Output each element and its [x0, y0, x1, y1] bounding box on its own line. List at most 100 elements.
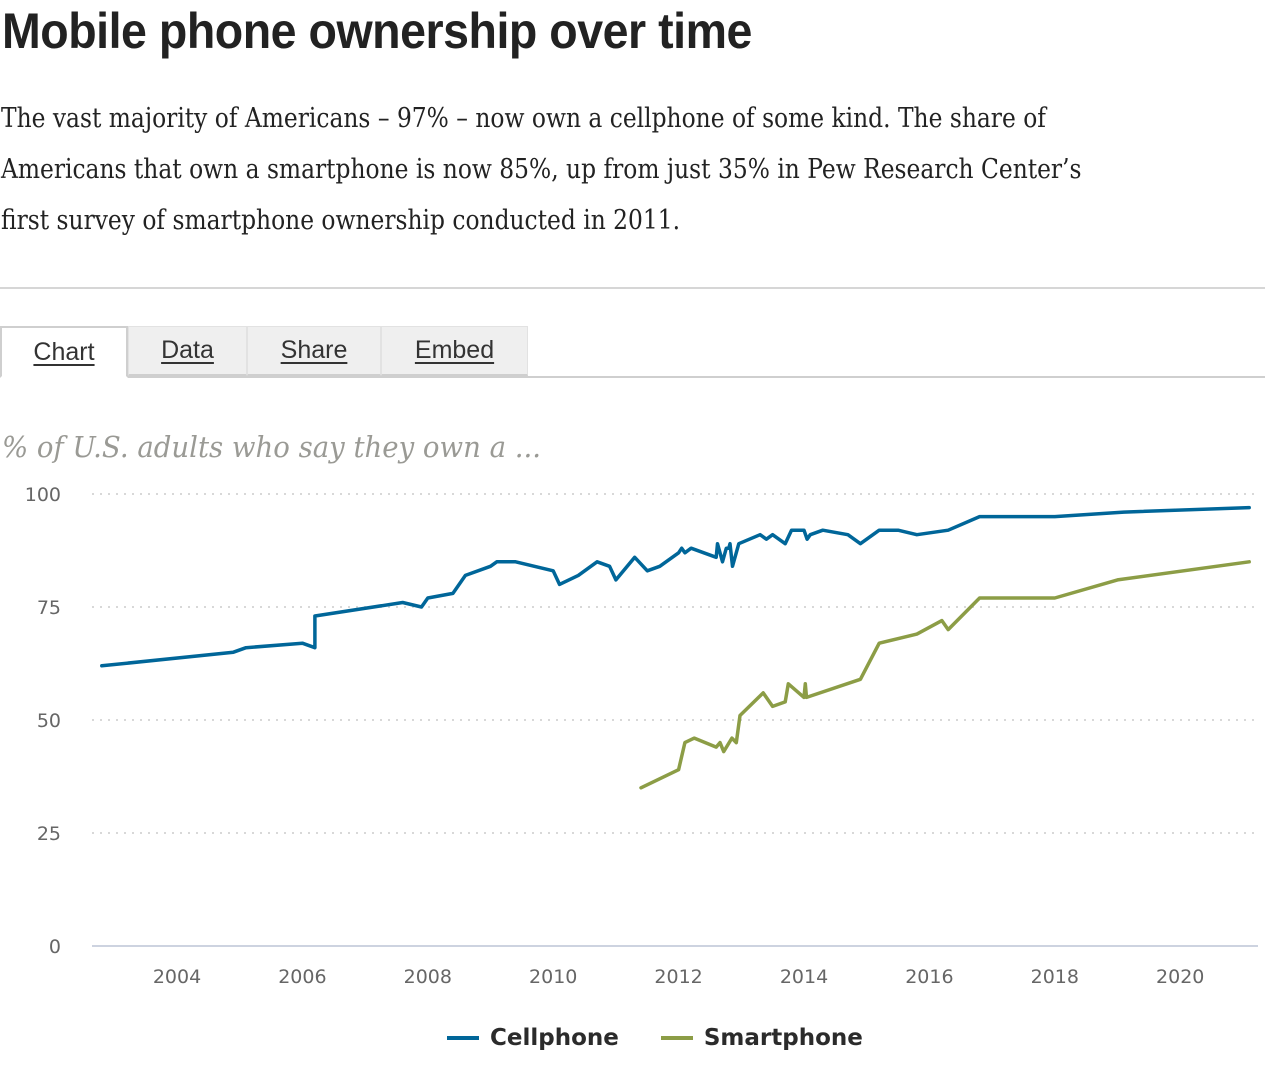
data-point-cellphone[interactable]	[854, 538, 866, 550]
tab-data[interactable]: Data	[128, 326, 247, 376]
x-tick-label: 2006	[278, 966, 326, 988]
y-tick-label: 75	[37, 597, 61, 619]
page-title: Mobile phone ownership over time	[2, 3, 752, 59]
y-axis: 0 25 50 75 100	[25, 484, 61, 958]
x-tick-label: 2004	[153, 966, 201, 988]
data-point-cellphone[interactable]	[240, 642, 252, 654]
data-point-cellphone[interactable]	[974, 511, 986, 523]
data-point-cellphone[interactable]	[892, 524, 904, 536]
data-point-smartphone[interactable]	[799, 678, 811, 690]
data-point-cellphone[interactable]	[610, 574, 622, 586]
legend-item-cellphone: Cellphone	[447, 1025, 619, 1051]
data-point-smartphone[interactable]	[801, 691, 813, 703]
x-tick-label: 2016	[905, 966, 953, 988]
data-point-cellphone[interactable]	[1118, 506, 1130, 518]
legend-item-smartphone: Smartphone	[660, 1025, 863, 1051]
data-point-cellphone[interactable]	[604, 560, 616, 572]
data-point-cellphone[interactable]	[779, 538, 791, 550]
page-description: The vast majority of Americans – 97% – n…	[1, 103, 1082, 236]
data-point-smartphone[interactable]	[673, 764, 685, 776]
data-point-smartphone[interactable]	[757, 687, 769, 699]
section-divider	[0, 287, 1265, 289]
data-point-cellphone[interactable]	[309, 610, 321, 622]
x-tick-label: 2018	[1031, 966, 1079, 988]
data-point-cellphone[interactable]	[422, 592, 434, 604]
data-point-cellphone[interactable]	[786, 524, 798, 536]
data-point-cellphone[interactable]	[447, 587, 459, 599]
data-point-smartphone[interactable]	[911, 628, 923, 640]
series-lines	[96, 502, 1255, 794]
data-point-cellphone[interactable]	[554, 578, 566, 590]
data-point-cellphone[interactable]	[842, 529, 854, 541]
data-point-cellphone[interactable]	[873, 524, 885, 536]
data-point-cellphone[interactable]	[1243, 502, 1255, 514]
data-point-cellphone[interactable]	[685, 542, 697, 554]
tab-embed[interactable]: Embed	[381, 326, 528, 376]
data-point-cellphone[interactable]	[572, 569, 584, 581]
chart-subtitle: % of U.S. adults who say they own a ...	[2, 430, 542, 464]
gridlines	[92, 493, 1258, 947]
data-point-smartphone[interactable]	[974, 592, 986, 604]
data-point-cellphone[interactable]	[911, 529, 923, 541]
data-point-smartphone[interactable]	[730, 737, 742, 749]
data-point-cellphone[interactable]	[397, 597, 409, 609]
data-point-smartphone[interactable]	[782, 678, 794, 690]
chart-legend: Cellphone Smartphone	[447, 1025, 905, 1051]
data-point-smartphone[interactable]	[767, 700, 779, 712]
data-point-cellphone[interactable]	[654, 560, 666, 572]
tab-bar-baseline	[0, 376, 1265, 378]
data-point-smartphone[interactable]	[1049, 592, 1061, 604]
legend-label-smartphone: Smartphone	[703, 1025, 863, 1051]
data-point-cellphone[interactable]	[1049, 511, 1061, 523]
data-point-cellphone[interactable]	[942, 524, 954, 536]
data-point-cellphone[interactable]	[629, 551, 641, 563]
data-point-smartphone[interactable]	[1112, 574, 1124, 586]
data-point-cellphone[interactable]	[767, 529, 779, 541]
data-point-cellphone[interactable]	[733, 538, 745, 550]
tab-chart-label: Chart	[33, 337, 95, 366]
x-tick-label: 2008	[404, 966, 452, 988]
tab-data-label: Data	[161, 336, 214, 364]
data-point-cellphone[interactable]	[727, 560, 739, 572]
series-line-smartphone	[639, 560, 1251, 790]
data-point-smartphone[interactable]	[718, 746, 730, 758]
x-tick-label: 2012	[654, 966, 702, 988]
data-point-cellphone[interactable]	[510, 556, 522, 568]
data-point-cellphone[interactable]	[227, 646, 239, 658]
data-point-smartphone[interactable]	[734, 710, 746, 722]
y-tick-label: 100	[25, 484, 61, 506]
data-point-smartphone[interactable]	[942, 624, 954, 636]
data-point-cellphone[interactable]	[296, 637, 308, 649]
tab-chart[interactable]: Chart	[0, 326, 128, 378]
legend-swatch-smartphone	[660, 1036, 693, 1040]
data-point-smartphone[interactable]	[688, 732, 700, 744]
tab-share[interactable]: Share	[247, 326, 381, 376]
legend-swatch-cellphone	[447, 1036, 479, 1040]
data-point-smartphone[interactable]	[873, 637, 885, 649]
data-point-cellphone[interactable]	[96, 660, 108, 672]
data-point-cellphone[interactable]	[591, 556, 603, 568]
data-point-smartphone[interactable]	[635, 782, 647, 794]
data-point-smartphone[interactable]	[854, 673, 866, 685]
y-tick-label: 50	[37, 710, 61, 732]
data-point-cellphone[interactable]	[641, 565, 653, 577]
data-point-cellphone[interactable]	[491, 556, 503, 568]
tab-embed-label: Embed	[414, 336, 495, 364]
legend-label-cellphone: Cellphone	[490, 1025, 619, 1051]
tab-share-label: Share	[280, 336, 348, 364]
data-point-cellphone[interactable]	[459, 569, 471, 581]
tab-bar: Chart Data Share Embed	[0, 326, 1265, 378]
data-point-cellphone[interactable]	[547, 565, 559, 577]
data-point-cellphone[interactable]	[309, 642, 321, 654]
data-point-smartphone[interactable]	[1243, 556, 1255, 568]
x-tick-label: 2014	[780, 966, 828, 988]
series-line-cellphone	[100, 505, 1251, 668]
y-tick-label: 0	[49, 936, 61, 958]
x-axis: 2004 2006 2008 2010 2012 2014 2016 2018 2020	[153, 966, 1205, 988]
data-point-cellphone[interactable]	[804, 529, 816, 541]
x-tick-label: 2020	[1156, 966, 1204, 988]
x-tick-label: 2010	[529, 966, 577, 988]
data-point-cellphone[interactable]	[817, 524, 829, 536]
data-point-smartphone[interactable]	[779, 696, 791, 708]
